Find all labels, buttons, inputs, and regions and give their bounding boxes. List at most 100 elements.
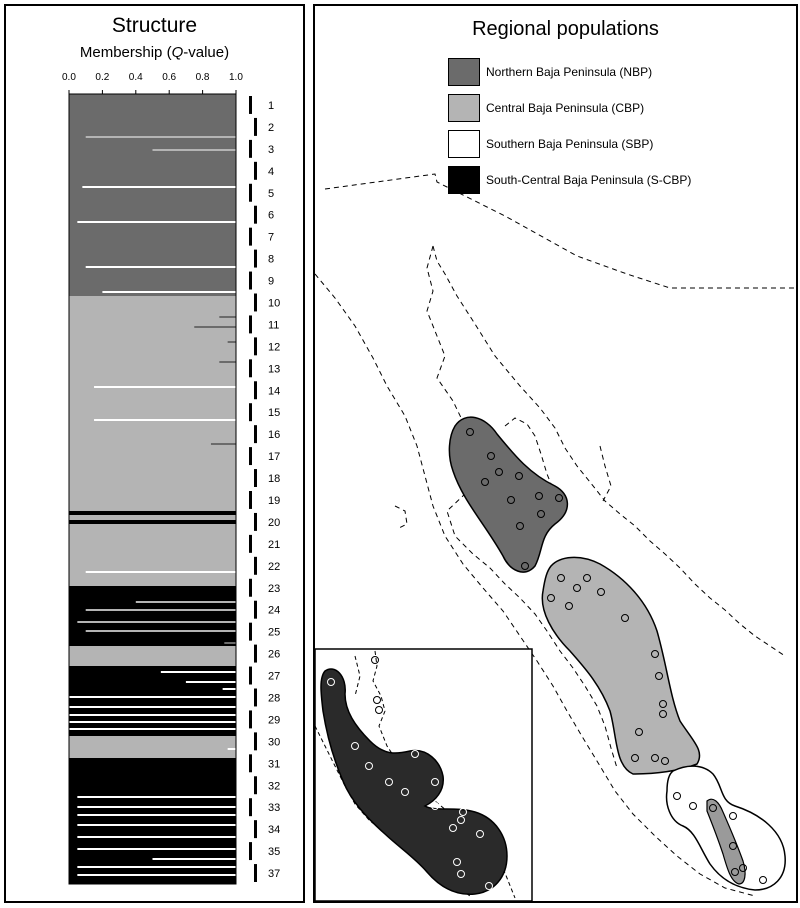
population-bracket [249,183,252,202]
population-number: 16 [268,429,280,441]
structure-population-block [69,524,236,586]
population-bracket [249,534,252,553]
structure-individual-line [224,642,236,644]
population-number: 1 [268,100,274,112]
population-bracket [254,249,257,268]
structure-individual-line [94,419,236,421]
population-bracket [249,447,252,466]
structure-individual-line [77,814,236,816]
scbp-strip-region [706,798,746,885]
us-mexico-border [324,173,796,289]
legend-item-sbp: Southern Baja Peninsula (SBP) [448,130,758,162]
population-bracket [254,469,257,487]
structure-individual-line [77,848,236,850]
population-number: 10 [268,297,280,309]
structure-individual-line [219,361,236,363]
structure-individual-line [85,136,236,138]
structure-population-block [69,666,236,736]
population-bracket [254,117,257,136]
structure-individual-line [222,688,236,690]
structure-individual-line [85,630,236,632]
tick-label: 0.8 [195,72,210,83]
population-number: 4 [268,166,274,178]
population-number: 26 [268,649,280,661]
structure-individual-line [227,748,236,750]
nbp-region [448,416,569,573]
population-bracket [249,227,252,246]
structure-individual-line [160,671,236,673]
legend-label-sbp: Southern Baja Peninsula (SBP) [486,137,654,151]
structure-title: Structure [111,14,198,37]
population-bracket [254,293,257,312]
population-number: 22 [268,561,280,573]
population-bracket [254,425,257,444]
population-bracket [254,820,257,839]
barplot-frame [68,93,237,885]
population-number: 11 [268,319,279,331]
structure-individual-line [77,824,236,826]
structure-population-block [69,758,236,884]
structure-individual-line [69,721,236,723]
structure-population-block [69,515,236,520]
population-number: 9 [268,276,274,288]
structure-barplot: 1234567891011121314151617181920212223242… [68,90,280,885]
mainland-coast [432,245,786,657]
population-number: 28 [268,692,280,704]
legend-item-nbp: Northern Baja Peninsula (NBP) [448,58,758,90]
structure-individual-line [152,858,236,860]
structure-individual-line [77,874,236,876]
structure-population-block [69,520,236,524]
population-number: 14 [268,385,280,397]
inset-scbp-region [320,668,508,895]
population-number: 17 [268,451,280,463]
cbp-swatch [448,94,480,122]
structure-individual-line [77,796,236,798]
population-number: 3 [268,144,274,156]
gulf-islands-coast [426,245,618,769]
population-number: 12 [268,341,280,353]
structure-population-block [69,586,236,646]
population-number: 5 [268,188,274,200]
membership-axis-label: Membership (Q-value) [79,44,230,61]
structure-individual-line [185,681,236,683]
population-number: 30 [268,736,280,748]
tick-label: 0.2 [95,72,110,83]
structure-individual-line [77,221,236,223]
structure-population-block [69,94,236,296]
structure-population-block [69,646,236,666]
scbp-swatch [448,166,480,194]
population-bracket [254,644,257,663]
structure-individual-line [219,316,236,318]
population-bracket [254,381,257,400]
population-bracket [254,600,257,619]
structure-population-block [69,736,236,758]
legend-item-cbp: Central Baja Peninsula (CBP) [448,94,758,126]
population-bracket [249,842,252,861]
population-number: 24 [268,605,280,617]
structure-individual-line [94,386,236,388]
population-number: 37 [268,868,280,880]
structure-individual-line [85,609,236,611]
inset-map [315,648,533,901]
population-bracket [249,403,252,422]
structure-individual-line [77,806,236,808]
population-bracket [249,359,252,378]
population-number: 18 [268,473,280,485]
population-number: 6 [268,210,274,222]
population-bracket [249,96,252,114]
population-bracket [249,798,252,817]
population-number: 13 [268,363,280,375]
population-number: 34 [268,824,280,836]
population-bracket [254,205,257,224]
population-bracket [254,688,257,707]
population-bracket [249,315,252,334]
population-number: 27 [268,671,280,683]
population-number: 15 [268,407,280,419]
structure-individual-line [210,443,236,445]
nbp-swatch [448,58,480,86]
structure-individual-line [82,186,236,188]
structure-individual-line [69,714,236,716]
baja-map [315,173,796,901]
population-number: 29 [268,714,280,726]
peninsula-west-coast [315,273,756,897]
